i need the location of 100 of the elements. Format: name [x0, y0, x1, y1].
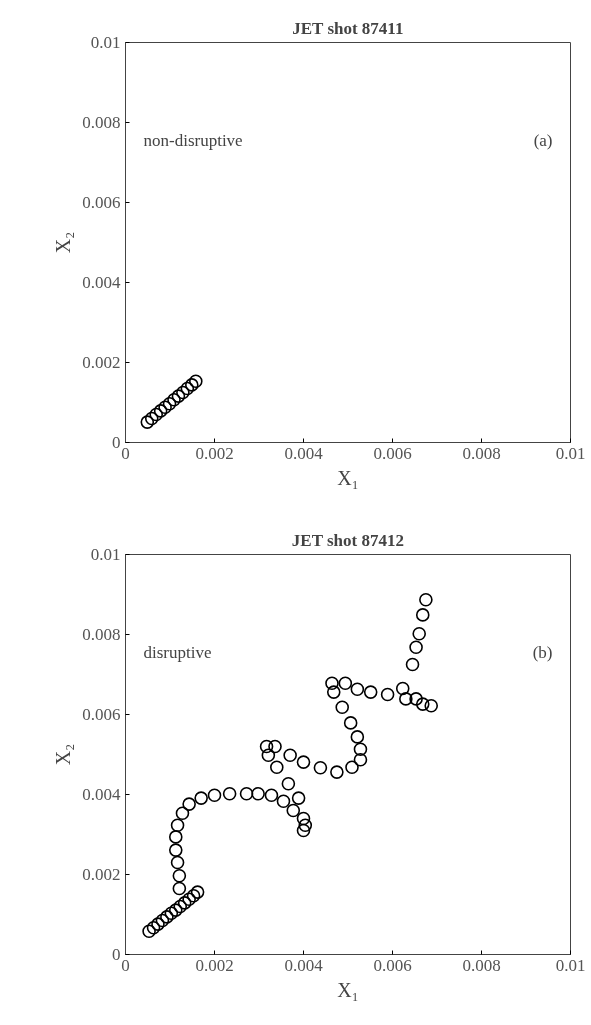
x-tick-label: 0.004 — [284, 955, 324, 975]
point — [186, 888, 201, 903]
point — [168, 830, 183, 844]
point — [419, 592, 433, 607]
point — [409, 640, 423, 655]
point — [296, 755, 311, 769]
point — [399, 692, 413, 706]
point — [168, 903, 183, 917]
point — [343, 716, 358, 730]
x-tick-label: 0.008 — [462, 443, 501, 463]
point — [353, 742, 368, 757]
x-tick-label: 0.008 — [462, 955, 501, 975]
point — [140, 415, 155, 429]
y-tick-label: 0.008 — [82, 113, 121, 132]
point — [291, 791, 306, 805]
point — [173, 899, 188, 914]
point — [158, 400, 172, 415]
point — [296, 823, 311, 838]
x-axis-title: X₁ — [337, 466, 359, 489]
point — [160, 910, 174, 924]
point — [149, 407, 164, 422]
point — [190, 885, 205, 899]
point — [298, 818, 313, 833]
point — [142, 924, 156, 939]
x-tick-label: 0.006 — [373, 955, 412, 975]
point — [222, 786, 237, 801]
point — [177, 896, 192, 910]
x-tick-label: 0.004 — [284, 443, 324, 463]
point — [335, 700, 350, 715]
point — [259, 739, 274, 754]
point — [168, 843, 183, 857]
x-tick-label: 0.002 — [195, 443, 234, 463]
y-axis-title: X₂ — [52, 743, 75, 766]
y-tick-label: 0.006 — [82, 193, 121, 212]
point — [172, 881, 187, 896]
point — [146, 920, 161, 935]
annotation: (b) — [532, 642, 553, 662]
point — [170, 818, 185, 833]
point — [405, 657, 420, 672]
point — [424, 698, 439, 713]
annotation: (a) — [533, 130, 553, 150]
point — [353, 752, 368, 767]
point — [189, 374, 203, 389]
point — [326, 685, 341, 699]
point — [313, 760, 328, 775]
y-tick-label: 0.002 — [82, 353, 121, 372]
point — [176, 385, 190, 400]
point — [363, 685, 378, 699]
point — [345, 760, 359, 775]
point — [268, 739, 282, 754]
point — [286, 803, 301, 818]
point — [283, 748, 297, 763]
point — [251, 786, 265, 801]
point — [144, 411, 159, 426]
x-axis-title: X₁ — [337, 978, 359, 1001]
point — [296, 811, 311, 826]
x-tick-label: 0.01 — [555, 955, 586, 975]
point — [180, 381, 195, 396]
x-tick-label: 0.01 — [555, 443, 586, 463]
y-tick-label: 0.006 — [82, 705, 121, 724]
y-tick-label: 0.004 — [82, 273, 121, 292]
point — [167, 392, 181, 407]
point — [270, 760, 284, 775]
point — [185, 378, 199, 392]
chart-title: JET shot 87412 — [291, 530, 404, 550]
point — [350, 682, 365, 697]
point — [281, 776, 296, 791]
point — [153, 404, 168, 418]
point — [330, 765, 344, 779]
point — [172, 868, 187, 883]
point — [207, 788, 222, 803]
point — [395, 681, 410, 696]
point — [412, 626, 426, 641]
annotation: disruptive — [143, 642, 212, 662]
y-tick-label: 0.01 — [90, 545, 121, 564]
y-tick-label: 0.01 — [90, 33, 121, 52]
point — [170, 855, 185, 870]
point — [325, 676, 339, 691]
point — [151, 917, 165, 931]
point — [164, 906, 179, 921]
point — [182, 892, 196, 907]
y-tick-label: 0.004 — [82, 785, 121, 804]
y-tick-label: 0.008 — [82, 625, 121, 644]
point — [350, 730, 365, 744]
point — [338, 676, 353, 691]
point — [239, 786, 254, 801]
point — [182, 797, 196, 811]
point — [155, 913, 170, 928]
point — [171, 389, 186, 403]
x-tick-label: 0.002 — [195, 955, 234, 975]
point — [264, 788, 279, 803]
y-axis-title: X₂ — [52, 231, 75, 254]
annotation: non-disruptive — [143, 130, 243, 150]
point — [175, 806, 190, 821]
point — [261, 748, 276, 763]
point — [409, 692, 423, 706]
y-tick-label: 0.002 — [82, 865, 121, 884]
point — [415, 697, 430, 711]
point — [276, 794, 291, 809]
chart-title: JET shot 87411 — [292, 18, 404, 38]
